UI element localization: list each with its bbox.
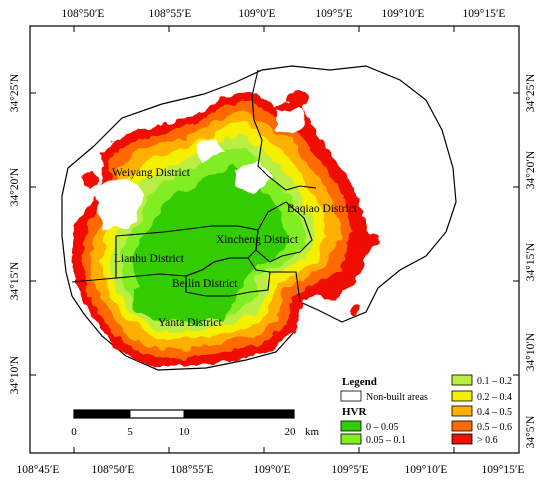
legend-swatch-0-1-0-2 bbox=[451, 374, 473, 386]
district-label-xincheng: Xincheng District bbox=[216, 234, 299, 246]
bottom-tick-label: 108°55′E bbox=[171, 464, 214, 476]
right-tick-label: 34°10′N bbox=[525, 332, 537, 371]
legend-label-0-5-0-6: 0.5 – 0.6 bbox=[477, 422, 512, 433]
district-label-beilin: Beilin District bbox=[172, 278, 238, 290]
legend-swatch-over-0-6 bbox=[451, 433, 473, 445]
legend-swatch-non-built bbox=[340, 390, 362, 402]
left-tick-label: 34°20′N bbox=[9, 167, 21, 206]
scale-bar-label: 5 bbox=[127, 426, 133, 438]
district-label-lianhu: Lianhu District bbox=[114, 253, 185, 265]
frame-ticks bbox=[30, 26, 519, 453]
top-tick-label: 109°0′E bbox=[238, 8, 275, 20]
scale-bar-segment bbox=[74, 410, 130, 418]
legend-label-0-0-05: 0 – 0.05 bbox=[366, 422, 399, 433]
legend-label-0-4-0-5: 0.4 – 0.5 bbox=[477, 407, 512, 418]
scale-bar-unit: km bbox=[305, 426, 320, 438]
district-boundaries bbox=[71, 69, 317, 303]
scale-bar-label: 20 bbox=[285, 426, 297, 438]
legend: Legend Non-built areas HVR 0 – 0.05 0.05… bbox=[340, 374, 512, 446]
scale-bar-label: 10 bbox=[179, 426, 191, 438]
weiyang-baqiao-boundary bbox=[251, 69, 317, 191]
non-built-holes bbox=[96, 96, 404, 230]
legend-title: Legend bbox=[342, 376, 377, 388]
bottom-tick-label: 109°10′E bbox=[405, 464, 448, 476]
legend-swatch-0-2-0-4 bbox=[451, 390, 473, 402]
map-frame bbox=[29, 25, 520, 454]
right-tick-label: 34°5′N bbox=[525, 415, 537, 448]
legend-label-0-05-0-1: 0.05 – 0.1 bbox=[366, 435, 406, 446]
legend-label-over-0-6: > 0.6 bbox=[477, 435, 498, 446]
top-tick-label: 109°10′E bbox=[382, 8, 425, 20]
scale-bar-outline bbox=[73, 409, 295, 419]
right-tick-label: 34°25′N bbox=[525, 73, 537, 112]
top-tick-label: 108°55′E bbox=[149, 8, 192, 20]
bottom-tick-label: 108°50′E bbox=[92, 464, 135, 476]
bottom-tick-label: 109°0′E bbox=[253, 464, 290, 476]
bottom-tick-label: 109°15′E bbox=[482, 464, 525, 476]
top-tick-label: 109°15′E bbox=[463, 8, 506, 20]
scale-bar-segment bbox=[129, 409, 185, 419]
hvr-heatmap bbox=[72, 90, 404, 366]
legend-swatch-0-05-0-1 bbox=[340, 433, 362, 445]
legend-swatch-0-0-05 bbox=[340, 420, 362, 432]
right-tick-label: 34°20′N bbox=[525, 150, 537, 189]
legend-label-non-built: Non-built areas bbox=[366, 392, 428, 403]
legend-label-0-2-0-4: 0.2 – 0.4 bbox=[477, 392, 512, 403]
legend-hvr-title: HVR bbox=[342, 406, 368, 418]
district-label-yanta: Yanta District bbox=[158, 317, 222, 329]
top-tick-label: 108°50′E bbox=[62, 8, 105, 20]
left-tick-label: 34°10′N bbox=[9, 355, 21, 394]
district-label-weiyang: Weiyang District bbox=[112, 167, 191, 179]
south-ring-boundary bbox=[71, 271, 301, 303]
left-tick-label: 34°25′N bbox=[9, 73, 21, 112]
scale-bar-label: 0 bbox=[71, 426, 77, 438]
bottom-tick-label: 108°45′E bbox=[17, 464, 60, 476]
legend-swatch-0-4-0-5 bbox=[451, 405, 473, 417]
left-tick-label: 34°15′N bbox=[9, 261, 21, 300]
scale-bar-segment bbox=[184, 410, 294, 418]
hvr-layer-0-0-05 bbox=[130, 164, 288, 322]
scale-bar: 0 5 10 20 km bbox=[71, 409, 320, 438]
right-tick-label: 34°15′N bbox=[525, 242, 537, 281]
legend-label-0-1-0-2: 0.1 – 0.2 bbox=[477, 376, 512, 387]
bottom-tick-label: 109°5′E bbox=[331, 464, 368, 476]
legend-swatch-0-5-0-6 bbox=[451, 420, 473, 432]
district-label-baqiao: Baqiao District bbox=[287, 203, 358, 215]
top-tick-label: 109°5′E bbox=[315, 8, 352, 20]
